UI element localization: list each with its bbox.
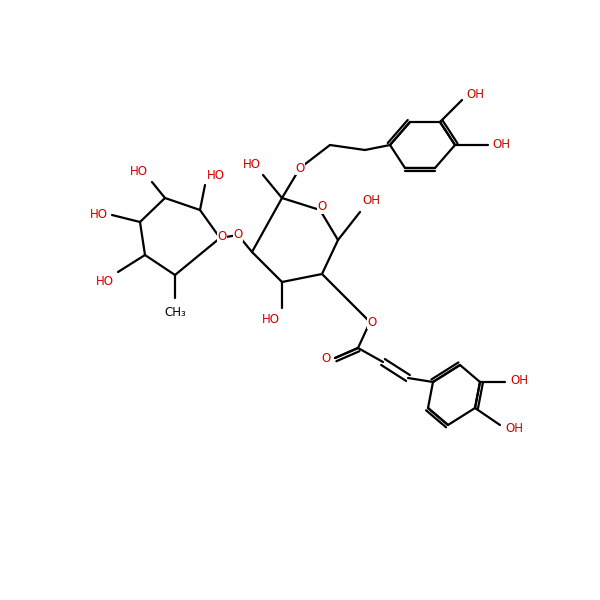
Text: HO: HO (96, 275, 114, 288)
Text: HO: HO (90, 208, 108, 221)
Text: HO: HO (130, 165, 148, 178)
Text: CH₃: CH₃ (164, 306, 186, 319)
Text: O: O (317, 200, 326, 214)
Text: HO: HO (262, 313, 280, 326)
Text: O: O (233, 229, 242, 241)
Text: O: O (295, 161, 305, 175)
Text: OH: OH (362, 194, 380, 207)
Text: OH: OH (510, 373, 528, 386)
Text: HO: HO (243, 158, 261, 171)
Text: OH: OH (466, 88, 484, 101)
Text: O: O (322, 352, 331, 364)
Text: O: O (217, 229, 227, 242)
Text: HO: HO (207, 169, 225, 182)
Text: O: O (367, 316, 377, 329)
Text: OH: OH (505, 421, 523, 434)
Text: OH: OH (492, 139, 510, 151)
